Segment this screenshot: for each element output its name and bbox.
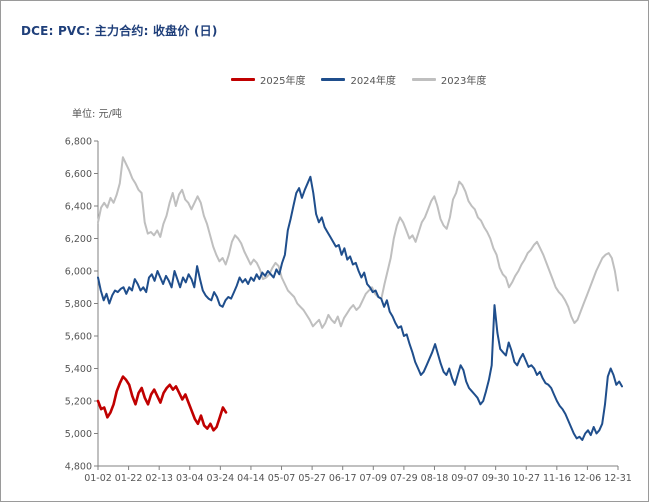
x-tick-label: 12-31 [604, 473, 632, 484]
legend-swatch-2025 [231, 78, 255, 81]
x-tick-label: 04-14 [237, 473, 265, 484]
y-tick-label: 5,400 [65, 364, 92, 375]
x-tick-label: 01-22 [115, 473, 143, 484]
y-tick-label: 6,600 [65, 169, 92, 180]
y-tick-label: 4,800 [65, 462, 92, 473]
x-tick-label: 03-04 [176, 473, 204, 484]
y-tick-label: 5,000 [65, 429, 92, 440]
legend-item-2024: 2024年度 [321, 72, 396, 87]
x-tick-label: 05-07 [268, 473, 296, 484]
y-tick-label: 5,200 [65, 397, 92, 408]
y-tick-label: 6,200 [65, 234, 92, 245]
y-tick-label: 5,800 [65, 299, 92, 310]
x-tick-label: 10-27 [512, 473, 540, 484]
x-tick-label: 09-30 [482, 473, 510, 484]
x-tick-label: 05-27 [298, 473, 326, 484]
x-tick-label: 03-24 [207, 473, 235, 484]
x-tick-label: 11-16 [543, 473, 571, 484]
legend-item-2023: 2023年度 [411, 72, 487, 87]
legend: 2025年度 2024年度 2023年度 [231, 72, 486, 87]
series-line-2024年度 [97, 175, 623, 441]
x-tick-label: 09-07 [451, 473, 479, 484]
x-tick-label: 02-13 [145, 473, 173, 484]
x-tick-label: 12-06 [574, 473, 602, 484]
legend-label-2024: 2024年度 [350, 76, 396, 87]
x-tick-label: 07-29 [390, 473, 418, 484]
legend-label-2023: 2023年度 [440, 76, 487, 87]
x-tick-label: 07-09 [359, 473, 387, 484]
x-tick-label: 01-02 [84, 473, 112, 484]
y-unit-label: 单位: 元/吨 [72, 109, 122, 120]
y-tick-label: 5,600 [65, 332, 92, 343]
y-tick-label: 6,000 [65, 267, 92, 278]
x-tick-label: 08-18 [421, 473, 449, 484]
y-tick-label: 6,400 [65, 202, 92, 213]
legend-swatch-2024 [321, 78, 346, 81]
legend-swatch-2023 [411, 78, 436, 81]
chart-title: DCE: PVC: 主力合约: 收盘价 (日) [21, 24, 218, 38]
x-tick-label: 06-17 [329, 473, 357, 484]
series-line-2023年度 [97, 156, 619, 329]
y-tick-label: 6,800 [65, 137, 92, 148]
series-line-2025年度 [96, 375, 228, 432]
legend-item-2025: 2025年度 [231, 72, 305, 87]
legend-label-2025: 2025年度 [260, 76, 306, 87]
